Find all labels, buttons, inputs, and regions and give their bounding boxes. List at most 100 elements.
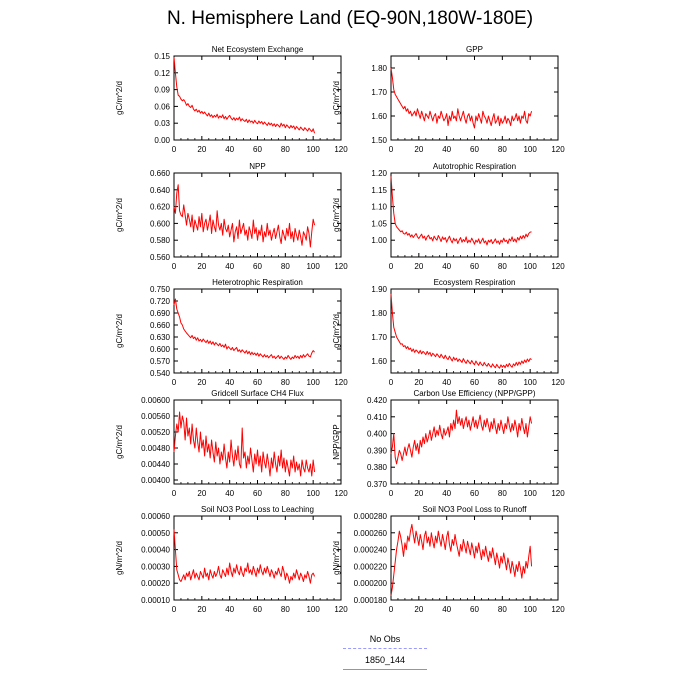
y-tick-label: 1.15: [371, 186, 387, 195]
x-tick-label: 40: [225, 489, 234, 498]
y-axis-label: gC/m^2/d: [115, 198, 124, 232]
y-tick-label: 0.09: [154, 86, 170, 95]
y-tick-label: 0.570: [150, 357, 171, 366]
chart-panel: Carbon Use Efficiency (NPP/GPP) NPP/GPP 0 2…: [332, 389, 565, 498]
x-tick-label: 80: [281, 378, 290, 387]
legend-obs-label: No Obs: [369, 634, 401, 644]
y-axis-label: gC/m^2/d: [115, 425, 124, 459]
chart-panel: Ecosystem Respiration gC/m^2/d 0 20 40 60 80 10…: [332, 278, 565, 387]
x-tick-label: 0: [172, 145, 177, 154]
series-line: [390, 293, 532, 369]
legend-model-line: [343, 669, 427, 670]
plot-frame: [390, 399, 559, 485]
y-tick-label: 0.600: [150, 345, 171, 354]
series-line: [390, 176, 532, 246]
y-tick-label: 0.630: [150, 333, 171, 342]
y-tick-label: 0.380: [367, 463, 388, 472]
x-tick-label: 20: [197, 262, 206, 271]
x-tick-label: 120: [334, 145, 348, 154]
x-tick-label: 60: [253, 489, 262, 498]
y-tick-label: 0.580: [150, 236, 171, 245]
x-tick-label: 0: [389, 489, 394, 498]
x-tick-label: 100: [523, 605, 537, 614]
y-tick-label: 1.80: [371, 309, 387, 318]
x-tick-label: 40: [442, 378, 451, 387]
x-tick-label: 40: [225, 605, 234, 614]
y-tick-label: 0.00050: [141, 529, 170, 538]
y-tick-label: 0.03: [154, 119, 170, 128]
x-tick-label: 0: [172, 378, 177, 387]
y-tick-label: 0.00010: [141, 596, 170, 605]
y-tick-label: 0.660: [150, 321, 171, 330]
x-tick-label: 80: [281, 605, 290, 614]
x-tick-label: 40: [225, 145, 234, 154]
x-tick-label: 0: [389, 378, 394, 387]
y-tick-label: 0.12: [154, 69, 170, 78]
series-line: [173, 298, 315, 360]
x-tick-label: 100: [306, 489, 320, 498]
plot-frame: [173, 399, 342, 485]
x-tick-label: 0: [172, 605, 177, 614]
y-tick-label: 0.00: [154, 136, 170, 145]
legend-model-label: 1850_144: [364, 655, 406, 665]
panel-title: Ecosystem Respiration: [434, 278, 516, 287]
y-tick-label: 0.00440: [141, 460, 170, 469]
x-tick-label: 100: [306, 605, 320, 614]
x-tick-label: 100: [306, 262, 320, 271]
x-tick-label: 0: [172, 262, 177, 271]
plot-frame: [173, 288, 342, 374]
x-tick-label: 40: [442, 145, 451, 154]
x-tick-label: 40: [442, 489, 451, 498]
x-tick-label: 120: [334, 489, 348, 498]
figure-title: N. Hemisphere Land (EQ-90N,180W-180E): [166, 8, 534, 29]
x-tick-label: 120: [334, 262, 348, 271]
x-tick-label: 40: [442, 605, 451, 614]
x-tick-label: 80: [498, 489, 507, 498]
y-tick-label: 0.660: [150, 169, 171, 178]
y-tick-label: 0.06: [154, 102, 170, 111]
x-tick-label: 120: [334, 605, 348, 614]
y-tick-label: 0.000240: [354, 546, 388, 555]
y-axis-label: gC/m^2/d: [115, 81, 124, 115]
y-tick-label: 0.000220: [354, 562, 388, 571]
chart-panel: Soil NO3 Pool Loss to Runoff gN/m^2/d 0 20 4…: [332, 505, 565, 614]
series-line: [390, 409, 533, 465]
legend-obs-line: [343, 648, 427, 649]
x-tick-label: 20: [414, 489, 423, 498]
y-tick-label: 0.00600: [141, 396, 170, 405]
panel-title: Soil NO3 Pool Loss to Runoff: [423, 505, 528, 514]
x-tick-label: 80: [281, 262, 290, 271]
plot-frame: [173, 515, 342, 601]
y-tick-label: 0.370: [367, 480, 388, 489]
x-tick-label: 40: [225, 262, 234, 271]
series-line: [173, 184, 316, 248]
x-tick-label: 80: [498, 145, 507, 154]
y-tick-label: 0.00030: [141, 562, 170, 571]
y-tick-label: 0.00040: [141, 546, 170, 555]
x-tick-label: 80: [281, 145, 290, 154]
y-axis-label: NPP/GPP: [332, 424, 341, 460]
y-tick-label: 1.50: [371, 136, 387, 145]
x-tick-label: 0: [389, 145, 394, 154]
y-tick-label: 0.000260: [354, 529, 388, 538]
panel-title: Carbon Use Efficiency (NPP/GPP): [413, 389, 535, 398]
y-tick-label: 0.000200: [354, 579, 388, 588]
x-tick-label: 20: [197, 489, 206, 498]
y-tick-label: 0.720: [150, 297, 171, 306]
series-line: [390, 523, 533, 596]
y-tick-label: 0.620: [150, 203, 171, 212]
y-tick-label: 1.70: [371, 88, 387, 97]
y-tick-label: 0.00560: [141, 412, 170, 421]
x-tick-label: 20: [414, 605, 423, 614]
y-tick-label: 1.90: [371, 285, 387, 294]
y-tick-label: 0.000180: [354, 596, 388, 605]
y-tick-label: 0.00520: [141, 428, 170, 437]
x-tick-label: 100: [523, 145, 537, 154]
plot-frame: [390, 288, 559, 374]
y-tick-label: 0.00400: [141, 476, 170, 485]
y-tick-label: 0.640: [150, 186, 171, 195]
x-tick-label: 60: [470, 378, 479, 387]
series-line: [173, 529, 316, 584]
chart-panel: Soil NO3 Pool Loss to Leaching gN/m^2/d 0 2…: [115, 505, 348, 614]
x-tick-label: 20: [197, 605, 206, 614]
